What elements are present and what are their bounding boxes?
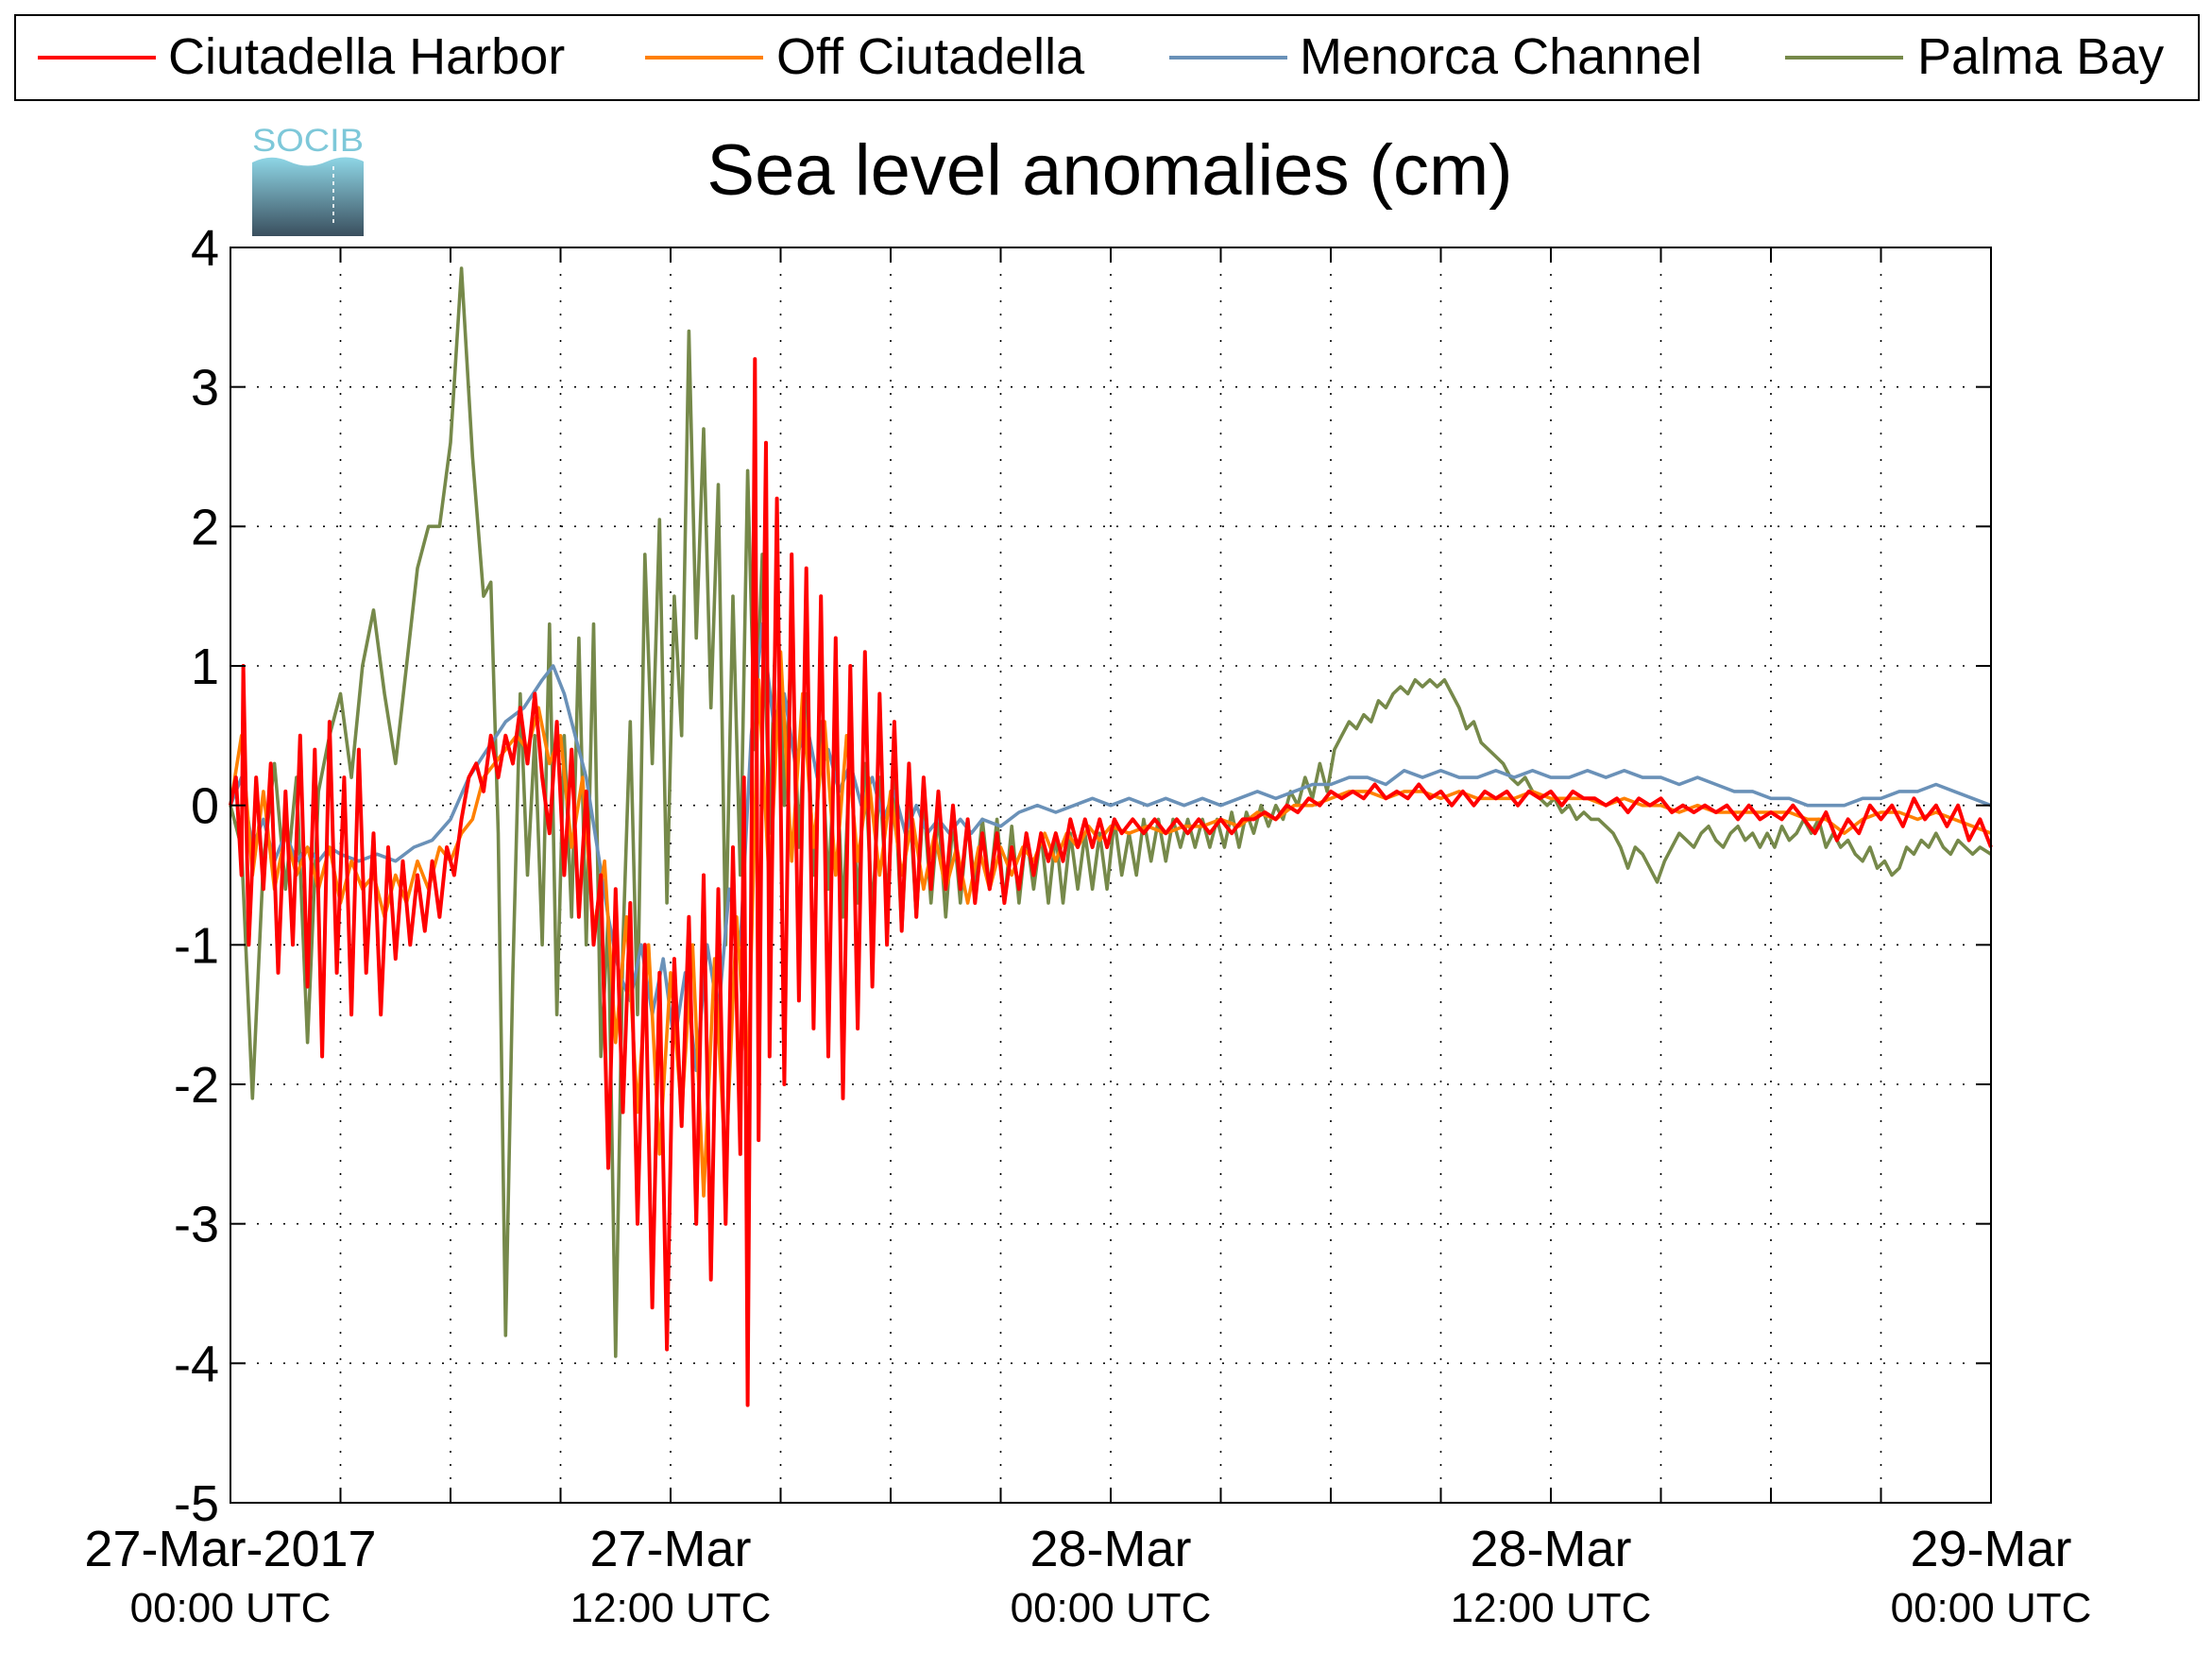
legend-label-menorca-channel: Menorca Channel	[1300, 28, 1702, 85]
x-tick-label-date: 29-Mar	[1910, 1521, 2071, 1577]
x-tick-label-date: 28-Mar	[1029, 1521, 1191, 1577]
legend-item-menorca-channel: Menorca Channel	[1169, 28, 1702, 85]
plot-area	[230, 247, 1991, 1503]
legend-label-ciutadella-harbor: Ciutadella Harbor	[168, 28, 565, 85]
y-tick-label: 2	[191, 499, 219, 555]
legend-label-palma-bay: Palma Bay	[1917, 28, 2164, 85]
legend: Ciutadella Harbor Off Ciutadella Menorca…	[14, 14, 2200, 101]
y-axis-labels: -5 -4 -3 -2 -1 0 1 2 3 4	[174, 220, 219, 1532]
series-line-ciutadella-harbor	[229, 357, 1993, 1407]
y-tick-label: -4	[174, 1336, 219, 1392]
x-tick-label-time: 12:00 UTC	[570, 1585, 772, 1631]
x-tick-label-date: 28-Mar	[1470, 1521, 1631, 1577]
axis-ticks	[230, 247, 1992, 1504]
legend-item-off-ciutadella: Off Ciutadella	[645, 28, 1085, 85]
series-line-palma-bay	[229, 266, 1992, 1358]
x-tick-label-date: 27-Mar	[589, 1521, 751, 1577]
x-tick-label-time: 00:00 UTC	[1891, 1585, 2092, 1631]
grid	[230, 247, 1991, 1503]
legend-item-palma-bay: Palma Bay	[1785, 28, 2164, 85]
chart-title: Sea level anomalies (cm)	[706, 130, 1512, 211]
socib-logo-wave	[252, 157, 364, 236]
x-tick-label-date: 27-Mar-2017	[84, 1521, 376, 1577]
y-tick-label: 3	[191, 360, 219, 417]
x-axis-labels: 27-Mar-2017 00:00 UTC 27-Mar 12:00 UTC 28-Ma…	[84, 1521, 2091, 1631]
y-tick-label: -1	[174, 917, 219, 974]
y-tick-label: 0	[191, 778, 219, 835]
x-tick-label-time: 00:00 UTC	[1011, 1585, 1212, 1631]
y-tick-label: -3	[174, 1197, 219, 1253]
y-tick-label: -2	[174, 1057, 219, 1114]
x-tick-label-time: 00:00 UTC	[130, 1585, 332, 1631]
socib-logo: SOCIB	[252, 123, 364, 236]
series-layer	[229, 266, 1993, 1407]
y-tick-label: 1	[191, 639, 219, 695]
y-tick-label: -5	[174, 1475, 219, 1532]
y-tick-label: 4	[191, 220, 219, 277]
socib-logo-text: SOCIB	[252, 123, 364, 159]
legend-label-off-ciutadella: Off Ciutadella	[776, 28, 1085, 85]
x-tick-label-time: 12:00 UTC	[1451, 1585, 1652, 1631]
legend-item-ciutadella-harbor: Ciutadella Harbor	[38, 28, 565, 85]
